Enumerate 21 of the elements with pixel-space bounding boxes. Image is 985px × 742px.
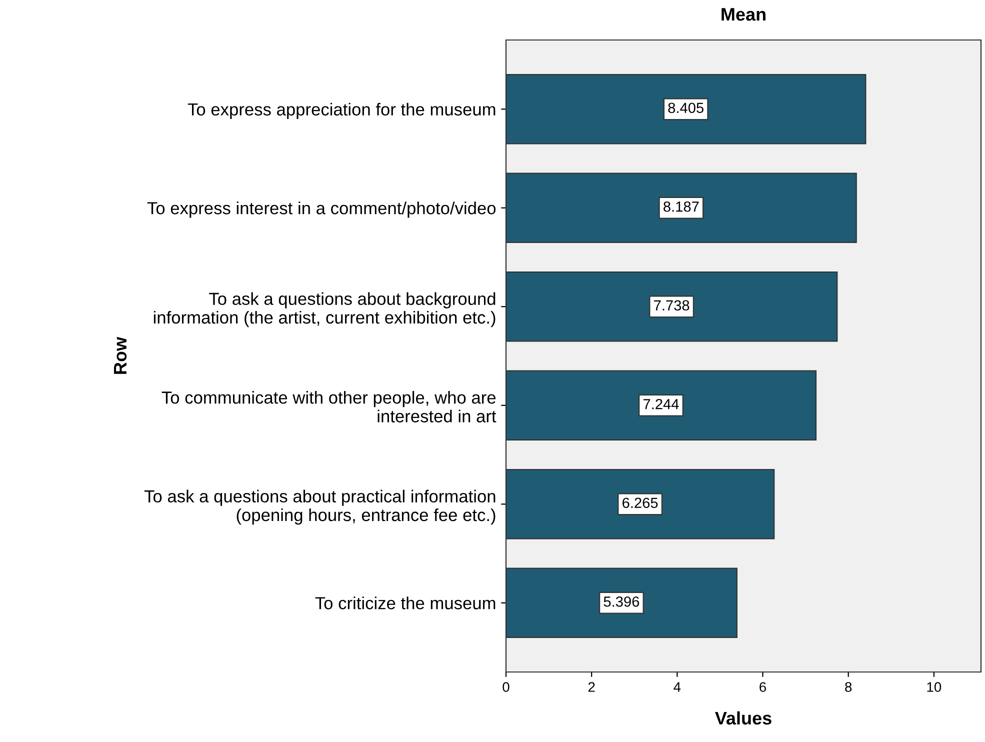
data-label: 6.265	[622, 498, 658, 508]
x-tick-label: 8	[845, 682, 852, 692]
y-tick-label: To criticize the museum	[315, 596, 496, 610]
data-label: 7.244	[644, 398, 679, 410]
y-tick-label: To communicate with other people, who are interested in art	[162, 390, 496, 422]
chart-title: Mean	[722, 8, 766, 21]
data-label: 7.738	[654, 300, 690, 311]
data-label: 8.405	[668, 102, 704, 114]
data-label: 8.187	[664, 201, 699, 212]
y-tick-label: To express appreciation for the museum	[188, 102, 496, 120]
x-tick-label: 4	[674, 682, 681, 692]
y-tick-label: To ask a questions about background information (the artist, current exhibition etc.)	[154, 292, 496, 328]
x-tick-label: 10	[927, 682, 942, 692]
data-label: 5.396	[604, 596, 640, 607]
y-tick-label: To express interest in a comment/photo/video	[147, 202, 496, 218]
y-axis-title: Row	[114, 336, 127, 374]
x-tick-label: 2	[588, 682, 595, 692]
x-axis-title: Values	[715, 711, 772, 725]
y-tick-label: To ask a questions about practical information (opening hours, entrance fee etc.)	[144, 490, 496, 525]
x-tick-label: 0	[502, 682, 510, 692]
x-tick-label: 6	[760, 682, 766, 692]
